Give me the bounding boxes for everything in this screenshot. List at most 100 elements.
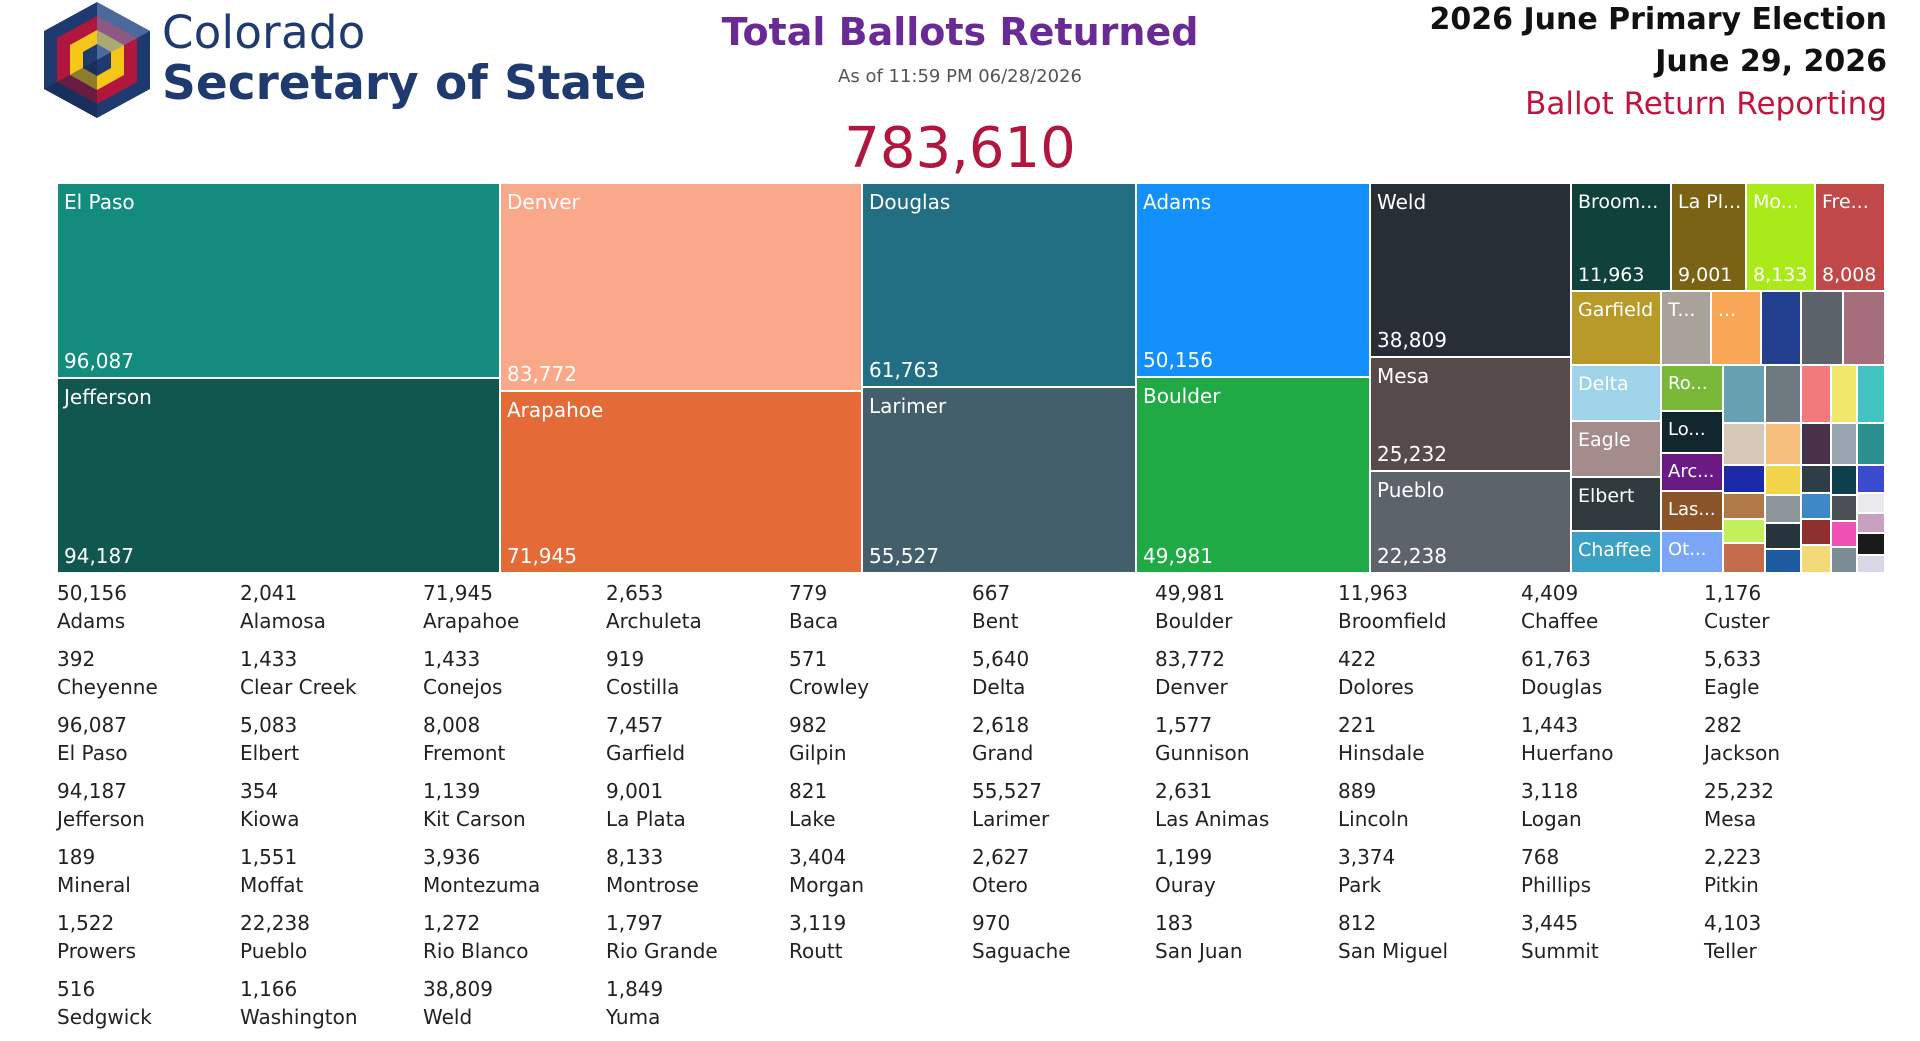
county-cell: 189 Mineral (57, 843, 240, 909)
county-cell: 282 Jackson (1704, 711, 1887, 777)
county-cell: 2,618 Grand (972, 711, 1155, 777)
county-cell: 3,445 Summit (1521, 909, 1704, 975)
small-tile (1722, 492, 1766, 520)
tile-label-jefferson: Jefferson (62, 385, 152, 409)
tile-label-boulder: Boulder (1143, 384, 1221, 408)
county-cell: 1,272 Rio Blanco (423, 909, 606, 975)
county-name: Kiowa (240, 807, 300, 831)
county-ballot-count: 8,008 (423, 713, 481, 737)
county-name: Otero (972, 873, 1028, 897)
county-ballot-count: 9,001 (606, 779, 664, 803)
county-cell: 2,631 Las Animas (1155, 777, 1338, 843)
county-name: Park (1338, 873, 1382, 897)
tile-fremont (1814, 183, 1885, 292)
county-ballot-count: 11,963 (1338, 581, 1408, 605)
county-ballot-count: 71,945 (423, 581, 493, 605)
small-tile (1830, 464, 1858, 496)
county-ballot-count: 55,527 (972, 779, 1042, 803)
county-name: Denver (1155, 675, 1228, 699)
county-name: Pitkin (1704, 873, 1759, 897)
county-cell: 768 Phillips (1521, 843, 1704, 909)
report-type: Ballot Return Reporting (1525, 86, 1887, 122)
tile-label-arapahoe: Arapahoe (507, 398, 603, 422)
county-name: Boulder (1155, 609, 1233, 633)
chart-title: Total Ballots Returned (721, 10, 1199, 54)
county-cell: 1,166 Washington (240, 975, 423, 1041)
county-name: Garfield (606, 741, 686, 765)
county-name: Saguache (972, 939, 1071, 963)
small-tile (1800, 464, 1832, 494)
county-name: Huerfano (1521, 741, 1614, 765)
county-ballot-count: 5,640 (972, 647, 1030, 671)
small-tile (1800, 518, 1832, 546)
county-cell: 1,433 Clear Creek (240, 645, 423, 711)
county-name: Alamosa (240, 609, 326, 633)
tile-label-otero: Ot... (1668, 539, 1706, 560)
county-cell: 1,551 Moffat (240, 843, 423, 909)
county-ballot-count: 3,404 (789, 845, 847, 869)
small-tile (1764, 522, 1802, 550)
tile-label-mesa: Mesa (1377, 364, 1429, 388)
county-cell: 779 Baca (789, 579, 972, 645)
county-ballot-count: 2,223 (1704, 845, 1762, 869)
small-tile (1856, 364, 1885, 424)
county-cell: 49,981 Boulder (1155, 579, 1338, 645)
county-cell: 571 Crowley (789, 645, 972, 711)
county-name: Teller (1704, 939, 1757, 963)
tile-label-weld: Weld (1377, 190, 1426, 214)
county-ballot-count: 1,272 (423, 911, 481, 935)
county-name: Jackson (1704, 741, 1781, 765)
small-tile (1722, 364, 1766, 424)
election-name: 2026 June Primary Election (1429, 2, 1887, 37)
county-cell: 38,809 Weld (423, 975, 606, 1041)
county-ballot-count: 5,633 (1704, 647, 1762, 671)
small-tile (1764, 364, 1802, 424)
county-cell: 3,374 Park (1338, 843, 1521, 909)
small-tile (1764, 464, 1802, 496)
tile-label-douglas: Douglas (869, 190, 950, 214)
small-tile (1764, 494, 1802, 524)
county-ballot-count: 571 (789, 647, 828, 671)
tile-douglas (861, 183, 1137, 388)
county-cell: 5,633 Eagle (1704, 645, 1887, 711)
county-name: Montrose (606, 873, 699, 897)
small-tile (1856, 512, 1885, 534)
county-cell: 7,457 Garfield (606, 711, 789, 777)
county-ballot-count: 2,627 (972, 845, 1030, 869)
county-name: Clear Creek (240, 675, 357, 699)
county-name: Adams (57, 609, 126, 633)
tile-label-adams: Adams (1143, 190, 1211, 214)
small-tile (1856, 532, 1885, 556)
small-tile (1830, 494, 1858, 522)
county-ballot-count: 221 (1338, 713, 1377, 737)
county-results-table: 50,156 Adams 2,041 Alamosa 71,945 Arapahoe 2,6… (57, 579, 1897, 1029)
ballot-treemap: El Paso 96,087 Jefferson 94,187 Denver 83,772… (57, 183, 1885, 573)
county-cell: 1,176 Custer (1704, 579, 1887, 645)
tile-label-teller: T... (1667, 299, 1695, 321)
small-tile (1800, 364, 1832, 424)
county-name: Archuleta (606, 609, 702, 633)
total-ballots-value: 783,610 (844, 116, 1076, 181)
county-name: Prowers (57, 939, 137, 963)
county-ballot-count: 2,041 (240, 581, 298, 605)
county-cell: 94,187 Jefferson (57, 777, 240, 843)
county-ballot-count: 1,443 (1521, 713, 1579, 737)
small-tile (1722, 542, 1766, 573)
county-cell: 392 Cheyenne (57, 645, 240, 711)
small-tile (1722, 518, 1766, 544)
small-tile (1830, 422, 1858, 466)
tile-label-eagle: Eagle (1578, 429, 1631, 451)
county-name: Grand (972, 741, 1034, 765)
tile-broomfield (1570, 183, 1672, 292)
county-cell: 1,139 Kit Carson (423, 777, 606, 843)
county-ballot-count: 1,577 (1155, 713, 1213, 737)
county-cell: 5,640 Delta (972, 645, 1155, 711)
county-name: La Plata (606, 807, 686, 831)
county-ballot-count: 970 (972, 911, 1011, 935)
county-cell: 982 Gilpin (789, 711, 972, 777)
county-cell: 516 Sedgwick (57, 975, 240, 1041)
county-cell: 422 Dolores (1338, 645, 1521, 711)
tile-label-archuleta: Arc... (1668, 461, 1714, 482)
tile-label-delta: Delta (1578, 373, 1629, 395)
small-tile (1764, 548, 1802, 573)
